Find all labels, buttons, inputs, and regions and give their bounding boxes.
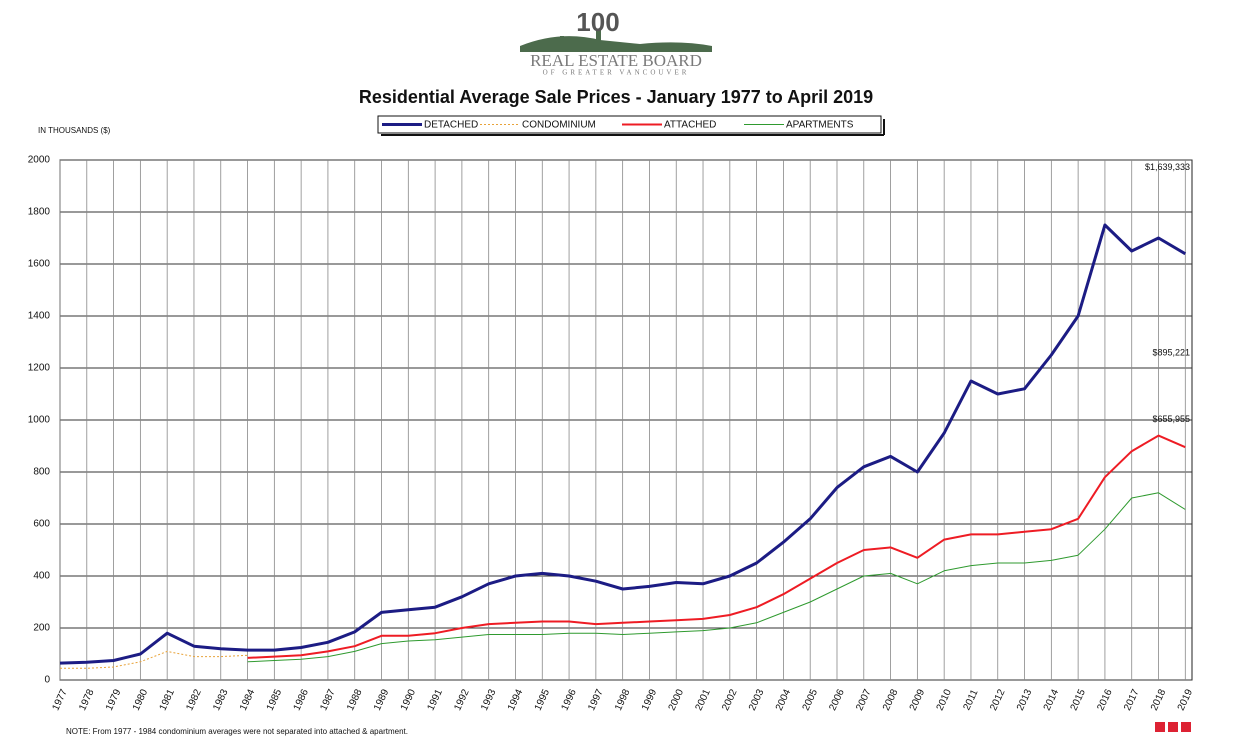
x-tick-label: 2015	[1069, 687, 1089, 712]
logo-number: 100	[576, 7, 619, 37]
x-tick-label: 2019	[1176, 687, 1196, 712]
x-tick-label: 1986	[292, 687, 312, 712]
x-tick-label: 1987	[318, 687, 338, 712]
logo: 100 REAL ESTATE BOARD OF GREATER VANCOUV…	[520, 7, 712, 77]
x-tick-label: 2018	[1149, 687, 1169, 712]
legend-label: APARTMENTS	[786, 120, 854, 131]
x-tick-label: 1997	[586, 687, 606, 712]
end-label: $1,639,333	[1145, 162, 1190, 172]
mls-block	[1181, 722, 1191, 732]
y-tick-label: 2000	[28, 155, 51, 166]
y-tick-label: 200	[33, 623, 50, 634]
x-tick-label: 1979	[104, 687, 124, 712]
footnote: NOTE: From 1977 - 1984 condominium avera…	[66, 727, 408, 736]
logo-name: REAL ESTATE BOARD	[530, 51, 702, 70]
x-tick-label: 1993	[479, 687, 499, 712]
x-tick-label: 2012	[988, 687, 1008, 712]
x-tick-label: 1985	[265, 687, 285, 712]
end-label: $655,955	[1152, 414, 1190, 424]
mls-block	[1155, 722, 1165, 732]
x-tick-label: 1994	[506, 687, 526, 712]
x-tick-label: 2004	[774, 687, 794, 712]
x-tick-label: 1995	[533, 687, 553, 712]
legend: DETACHED CONDOMINIUM ATTACHED APARTMENTS	[377, 115, 885, 136]
x-tick-label: 1982	[184, 687, 204, 712]
legend-label: DETACHED	[424, 120, 478, 131]
x-tick-label: 1990	[399, 687, 419, 712]
x-tick-label: 1988	[345, 687, 365, 712]
logo-skyline	[520, 36, 712, 52]
y-tick-label: 1200	[28, 363, 51, 374]
y-axis-label: IN THOUSANDS ($)	[38, 126, 111, 135]
y-tick-label: 1800	[28, 207, 51, 218]
x-tick-label: 2000	[667, 687, 687, 712]
x-tick-label: 2016	[1095, 687, 1115, 712]
x-tick-label: 1983	[211, 687, 231, 712]
chart-title: Residential Average Sale Prices - Januar…	[359, 87, 873, 107]
logo-subname: OF GREATER VANCOUVER	[543, 69, 690, 77]
x-tick-label: 1984	[238, 687, 258, 712]
x-tick-label: 1996	[560, 687, 580, 712]
series-line	[247, 492, 1186, 663]
x-tick-label: 1991	[426, 687, 446, 712]
x-tick-label: 1998	[613, 687, 633, 712]
logo-tower	[560, 36, 564, 48]
x-tick-label: 2003	[747, 687, 767, 712]
x-tick-label: 1980	[131, 687, 151, 712]
legend-label: ATTACHED	[664, 120, 716, 131]
x-tick-label: 2010	[935, 687, 955, 712]
x-tick-label: 1978	[77, 687, 97, 712]
y-tick-label: 600	[33, 519, 50, 530]
y-tick-label: 0	[44, 675, 50, 686]
x-tick-label: 2005	[801, 687, 821, 712]
x-tick-label: 2007	[854, 687, 874, 712]
legend-label: CONDOMINIUM	[522, 120, 596, 131]
x-tick-label: 2002	[720, 687, 740, 712]
x-tick-label: 2017	[1122, 687, 1142, 712]
logo-tower	[596, 30, 601, 46]
x-tick-label: 2001	[693, 687, 713, 712]
y-tick-label: 1400	[28, 311, 51, 322]
x-tick-label: 2009	[908, 687, 928, 712]
x-tick-label: 1989	[372, 687, 392, 712]
series-line	[59, 223, 1187, 665]
y-tick-label: 1000	[28, 415, 51, 426]
x-tick-label: 2011	[962, 688, 981, 713]
mls-block	[1168, 722, 1178, 732]
x-tick-label: 2014	[1042, 687, 1062, 712]
x-tick-label: 2013	[1015, 687, 1035, 712]
mls-logo	[1155, 722, 1191, 732]
x-tick-label: 2008	[881, 687, 901, 712]
x-tick-label: 1992	[452, 687, 472, 712]
x-tick-label: 1981	[158, 687, 178, 712]
series-line	[247, 434, 1186, 659]
x-tick-label: 1999	[640, 687, 660, 712]
y-tick-label: 1600	[28, 259, 51, 270]
end-label: $895,221	[1152, 348, 1190, 358]
y-tick-label: 400	[33, 571, 50, 582]
x-tick-label: 2006	[827, 687, 847, 712]
y-tick-label: 800	[33, 467, 50, 478]
x-tick-label: 1977	[50, 687, 70, 712]
